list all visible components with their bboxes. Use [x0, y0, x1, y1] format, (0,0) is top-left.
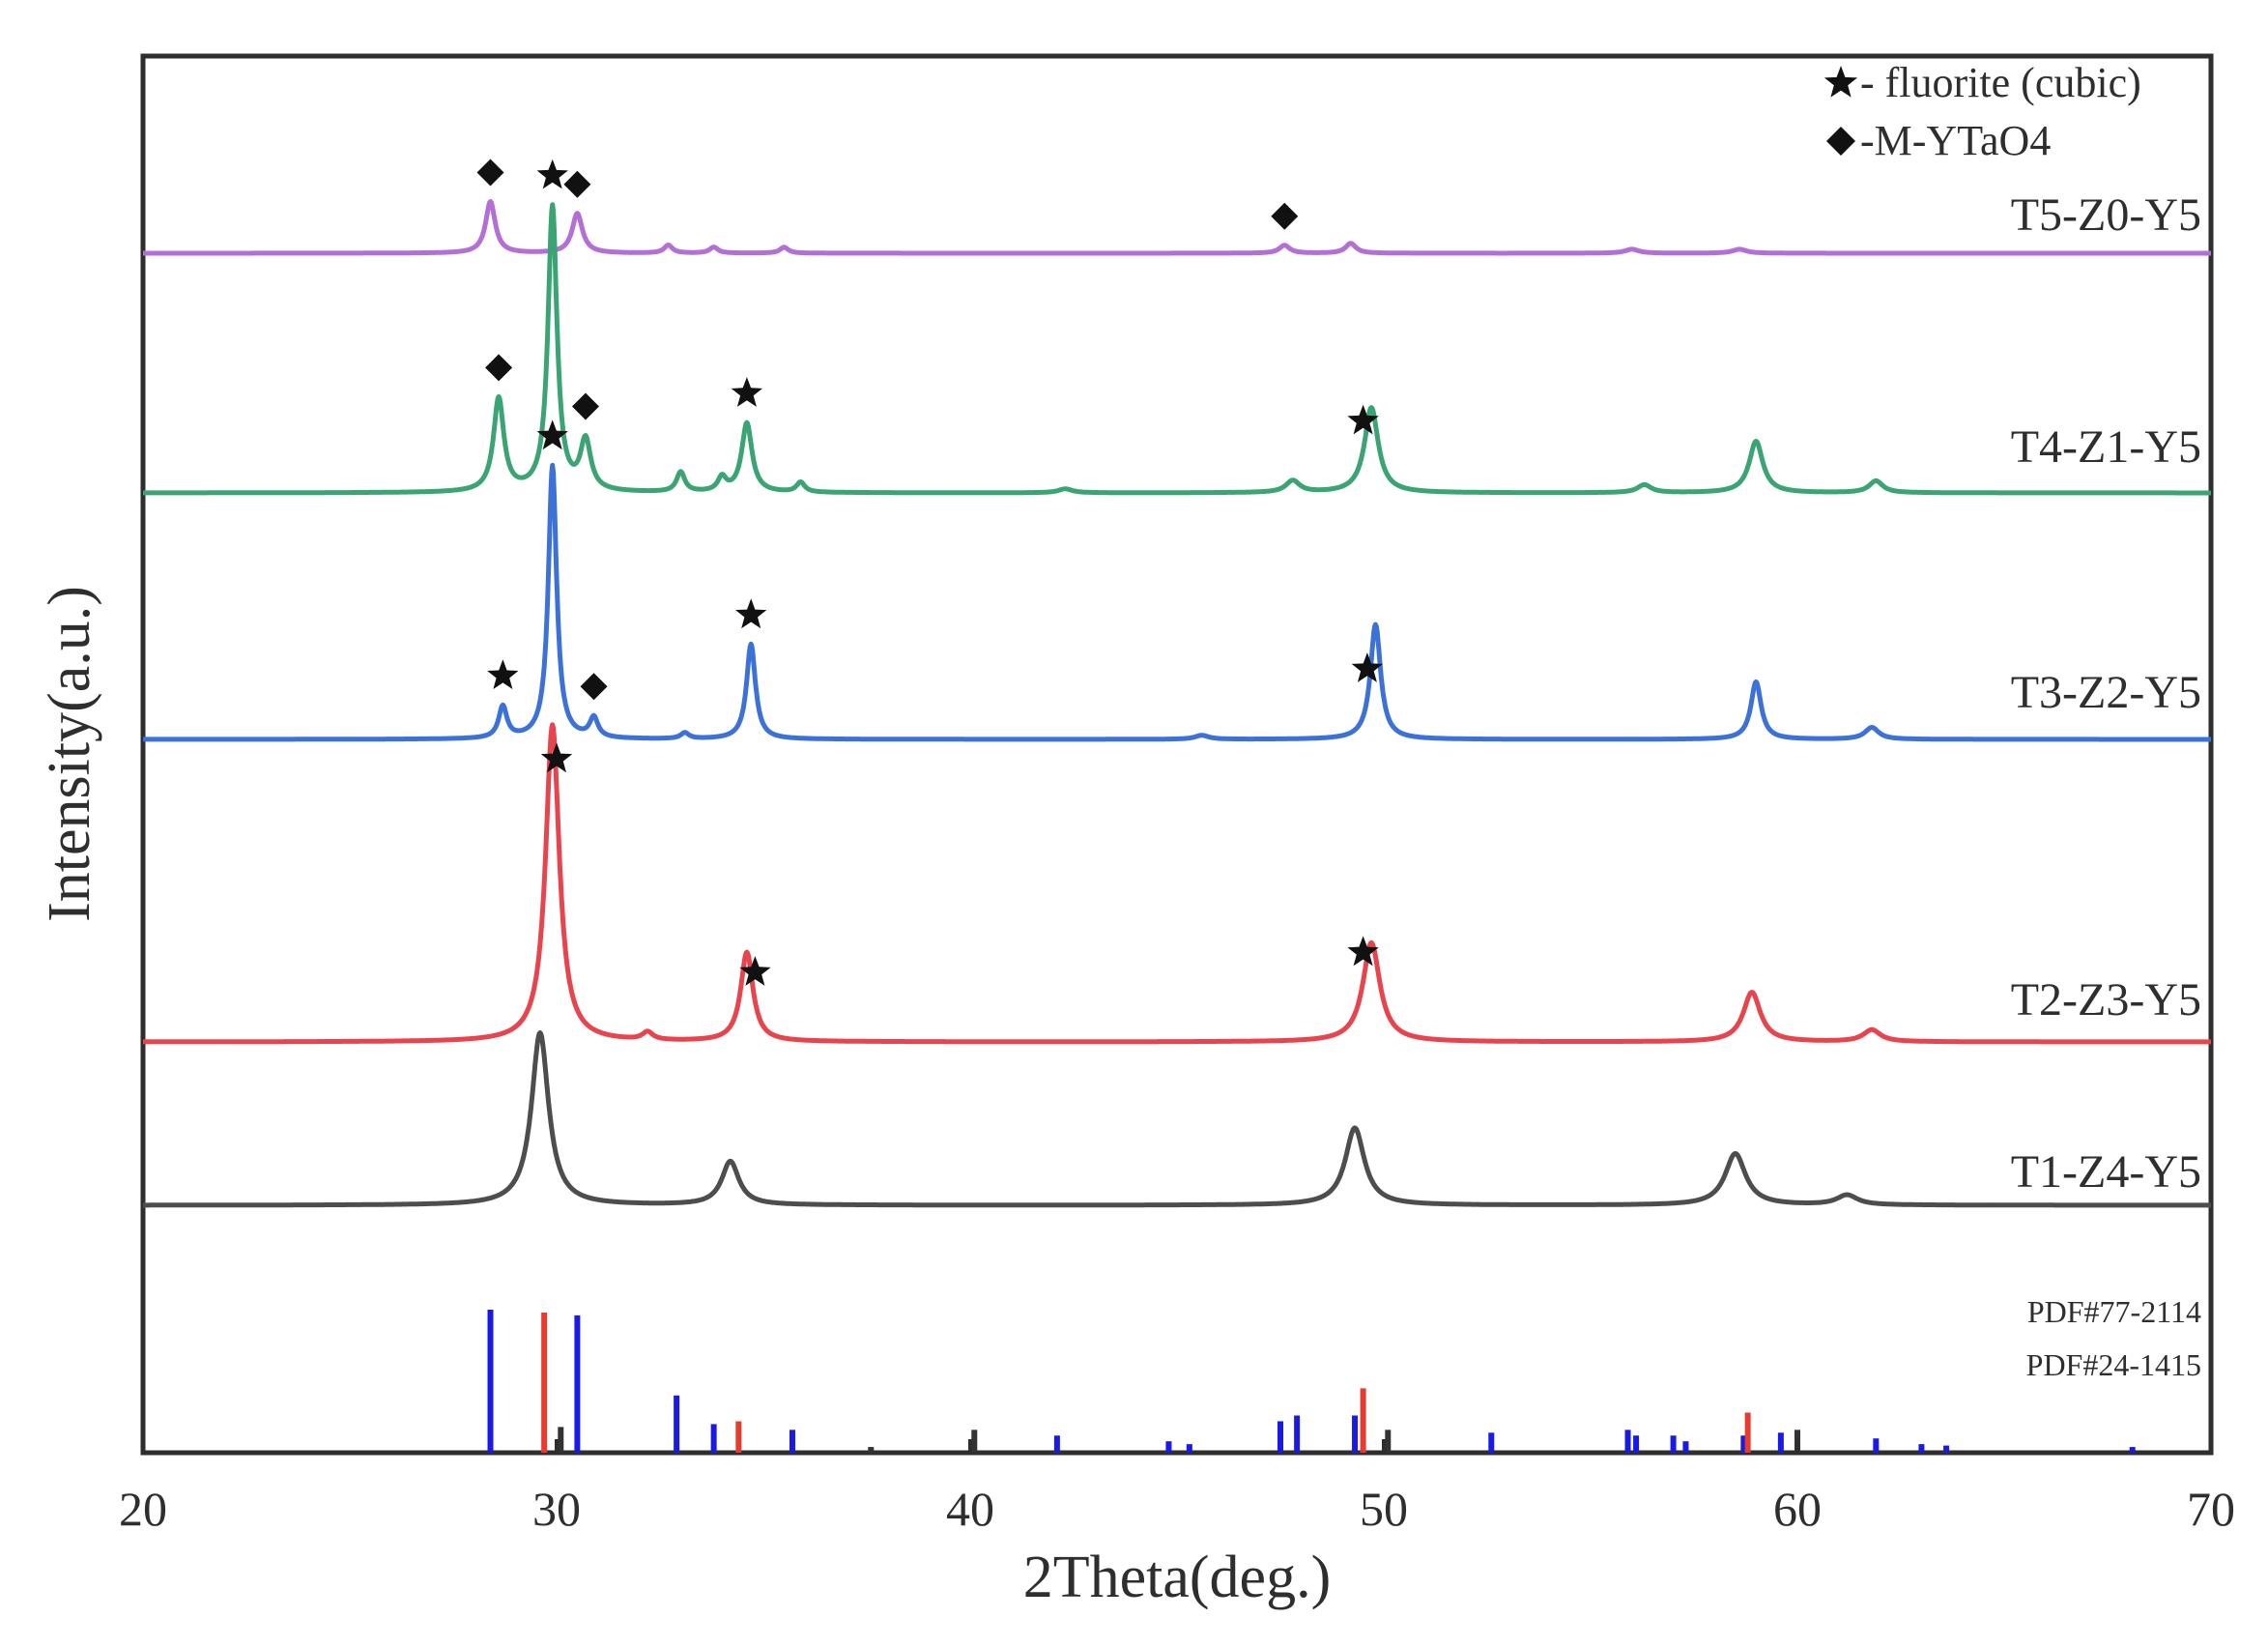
series-line-t1-z4-y5	[141, 1030, 2213, 1208]
series-label: T5-Z0-Y5	[2011, 189, 2201, 241]
ytao4-diamond-marker	[1271, 202, 1299, 230]
series-label: T2-Z3-Y5	[2011, 974, 2201, 1026]
legend-label: - fluorite (cubic)	[1860, 59, 2141, 106]
series-line-t3-z2-y5	[141, 462, 2213, 742]
x-tick-label: 20	[119, 1482, 167, 1536]
series-line-t5-z0-y5	[141, 199, 2213, 256]
fluorite-star-marker	[1351, 652, 1383, 682]
x-axis: 20 30 40 50 60 70	[119, 1439, 2235, 1536]
ytao4-diamond-marker	[563, 170, 591, 198]
series-label: T1-Z4-Y5	[2011, 1146, 2201, 1198]
fluorite-star-marker	[536, 419, 568, 450]
ytao4-diamond-marker	[571, 392, 599, 420]
x-axis-label: 2Theta(deg.)	[1023, 1545, 1331, 1610]
fluorite-star-marker	[731, 377, 762, 407]
marker-layer	[476, 159, 1383, 986]
legend-diamond-icon	[1826, 127, 1855, 156]
ytao4-diamond-marker	[476, 159, 504, 187]
y-axis-label: Intensity(a.u.)	[37, 586, 102, 922]
fluorite-star-marker	[739, 956, 771, 986]
x-tick-label: 60	[1773, 1482, 1822, 1536]
reference-label: PDF#77-2114	[2027, 1294, 2201, 1329]
series-label: T4-Z1-Y5	[2011, 421, 2201, 473]
series-line-t2-z3-y5	[141, 722, 2213, 1045]
x-tick-label: 30	[532, 1482, 581, 1536]
reference-label: PDF#24-1415	[2026, 1347, 2201, 1382]
fluorite-star-marker	[1347, 404, 1379, 435]
x-tick-label: 50	[1360, 1482, 1408, 1536]
fluorite-star-marker	[487, 659, 519, 689]
plot-frame	[140, 53, 2214, 1456]
fluorite-star-marker	[1347, 936, 1379, 967]
series-line-t4-z1-y5	[141, 202, 2213, 496]
fluorite-star-marker	[540, 742, 573, 773]
series-layer: T5-Z0-Y5 T4-Z1-Y5 T3-Z2-Y5 T2-Z3-Y5 T1-Z4-Y5	[141, 189, 2213, 1208]
legend-star-icon	[1823, 66, 1858, 98]
x-tick-label: 40	[946, 1482, 994, 1536]
fluorite-star-marker	[536, 159, 568, 189]
x-tick-label: 70	[2187, 1482, 2235, 1536]
reference-layer: PDF#77-2114 PDF#24-1415	[487, 1294, 2201, 1453]
fluorite-star-marker	[735, 598, 767, 629]
ytao4-diamond-marker	[580, 673, 608, 701]
legend: - fluorite (cubic) -M-YTaO4	[1823, 59, 2141, 164]
ytao4-diamond-marker	[485, 354, 513, 382]
series-label: T3-Z2-Y5	[2011, 667, 2201, 718]
legend-label: -M-YTaO4	[1860, 117, 2051, 164]
